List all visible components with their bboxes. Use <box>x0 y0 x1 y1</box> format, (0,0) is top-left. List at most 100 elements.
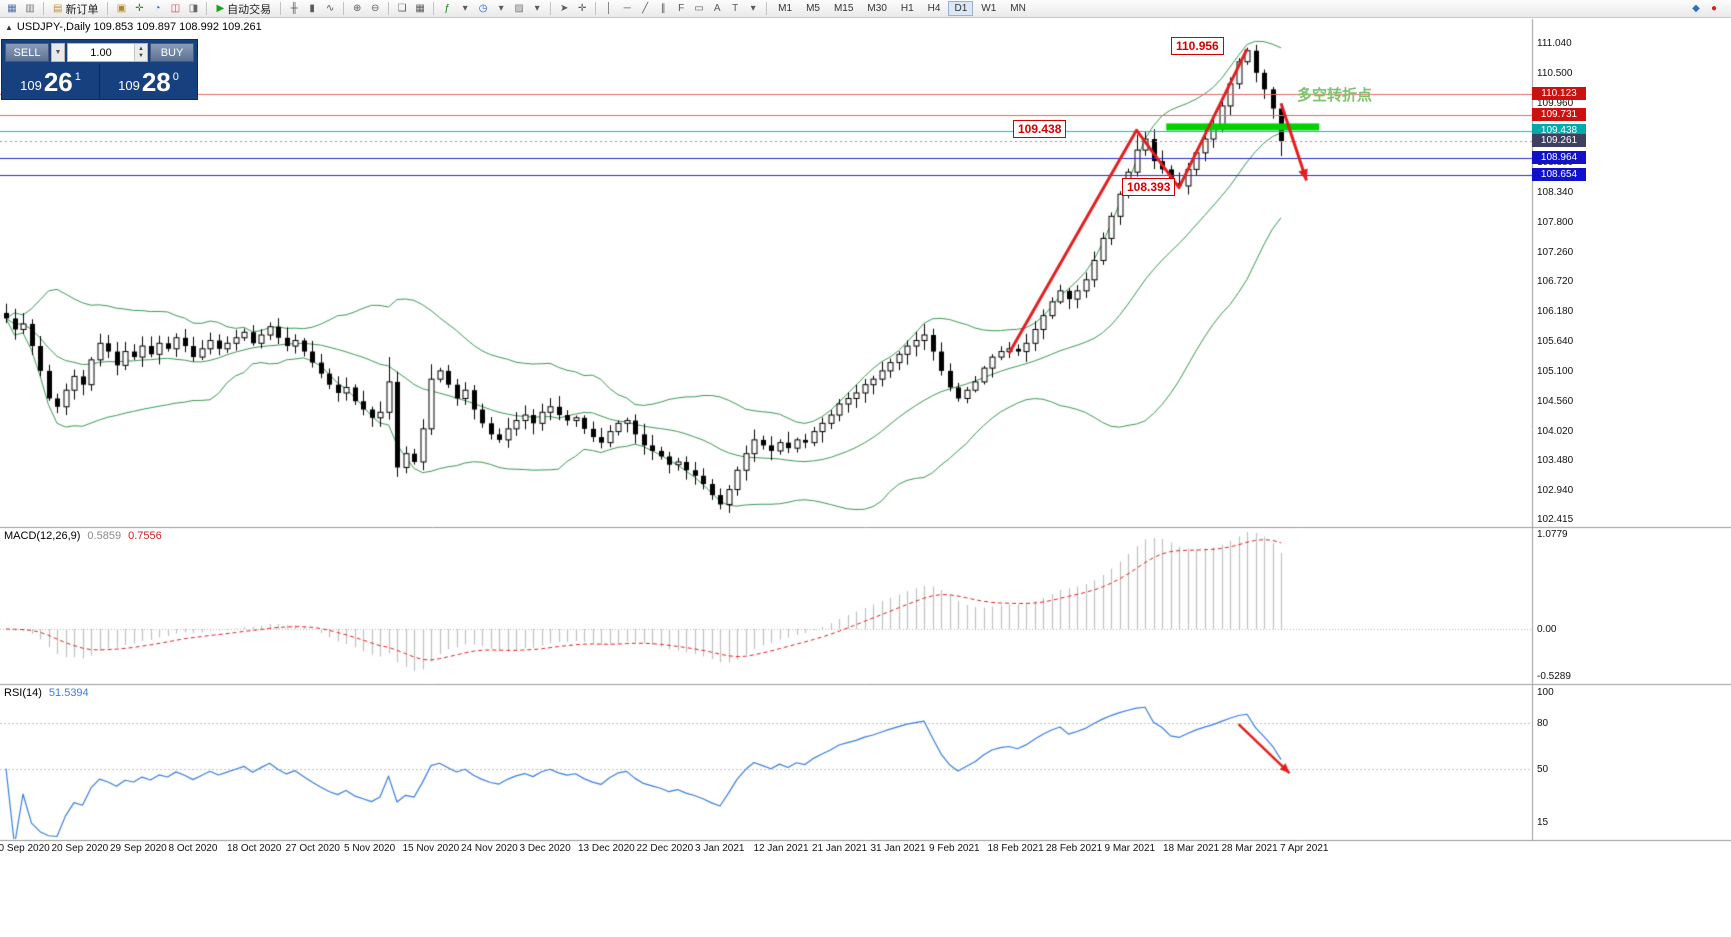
autotrading-button-icon: ▶ <box>216 3 225 14</box>
bar-chart-icon[interactable]: ╫ <box>290 3 298 14</box>
periods-dropdown-icon[interactable]: ▾ <box>498 3 504 14</box>
toolbar-group-zoom: ⊕ ⊖ <box>348 0 384 18</box>
crosshair-icon[interactable]: ✛ <box>577 3 587 14</box>
date-label: 10 Sep 2020 <box>0 843 50 854</box>
profiles-icon[interactable]: ▥ <box>25 3 35 14</box>
community-icon[interactable]: ● <box>1710 3 1718 14</box>
date-label: 3 Dec 2020 <box>519 843 571 854</box>
new-order-button[interactable]: ▤ 新订单 <box>53 3 99 16</box>
price-tick: 103.480 <box>1537 455 1574 467</box>
date-label: 9 Feb 2021 <box>929 843 980 854</box>
toolbar: ▦ ▥ ▤ 新订单 ▣ ✛ ◔ ◫ ◨ ▶ 自动交易 ╫ ▮ ∿ ⊕ ⊖ ❏ ▦ ƒ ▾ ◷ ▾ ▨ ▾ ➤ ✛ │ ─ ╱ ∥ F ▭ A T ▾… <box>0 0 1731 18</box>
toolbar-separator <box>433 2 435 15</box>
tile-windows-icon[interactable]: ❏ <box>397 3 407 14</box>
date-label: 22 Dec 2020 <box>636 843 694 854</box>
buy-button[interactable]: BUY <box>150 43 194 62</box>
toolbar-separator <box>206 2 208 15</box>
arrow-tools-icon[interactable]: T <box>732 3 739 14</box>
periods-icon[interactable]: ◷ <box>478 3 488 14</box>
date-label: 9 Mar 2021 <box>1104 843 1156 854</box>
tf-m15[interactable]: M15 <box>833 3 854 14</box>
toolbar-separator <box>595 2 597 15</box>
navigator-icon[interactable]: ◔ <box>154 3 161 14</box>
volume-field[interactable]: 1.00 ▲ ▼ <box>67 43 148 62</box>
zoom-in-icon[interactable]: ⊕ <box>352 3 362 14</box>
autotrading-button[interactable]: ▶ 自动交易 <box>216 3 272 16</box>
price-tick: 105.100 <box>1537 365 1574 377</box>
rsi-scale-tick: 100 <box>1537 687 1554 698</box>
fibonacci-icon[interactable]: F <box>678 3 685 14</box>
objects-dropdown-icon[interactable]: ▾ <box>750 3 756 14</box>
shapes-icon[interactable]: ▭ <box>694 3 704 14</box>
trendline-icon[interactable]: ╱ <box>642 3 649 14</box>
indicators-icon[interactable]: ƒ <box>444 3 450 14</box>
volume-value[interactable]: 1.00 <box>90 46 112 59</box>
tf-w1[interactable]: W1 <box>981 3 997 14</box>
new-chart-icon[interactable]: ▦ <box>7 3 17 14</box>
price-tick: 107.800 <box>1537 216 1574 228</box>
tf-h1[interactable]: H1 <box>900 3 914 14</box>
one-click-controls: SELL ▼ 1.00 ▲ ▼ BUY <box>5 43 194 62</box>
price-tag: 109.438 <box>1532 124 1586 138</box>
sell-button[interactable]: SELL <box>5 43 49 62</box>
volume-dropdown-icon[interactable]: ▼ <box>51 43 65 62</box>
date-label: 8 Oct 2020 <box>168 843 218 854</box>
date-label: 24 Nov 2020 <box>461 843 518 854</box>
toolbar-group-windows: ❏ ▦ <box>393 0 429 18</box>
toolbar-separator <box>107 2 109 15</box>
tf-d1[interactable]: D1 <box>948 1 974 16</box>
price-tick: 102.940 <box>1537 485 1574 497</box>
toolbar-group-timeframes: M1 M5 M15 M30 H1 H4 D1 W1 MN <box>771 0 1033 18</box>
symbol-info-line: ▲ USDJPY-,Daily 109.853 109.897 108.992 … <box>5 21 262 33</box>
volume-step-down-icon[interactable]: ▼ <box>138 52 144 59</box>
volume-stepper[interactable]: ▲ ▼ <box>134 44 147 61</box>
terminal-icon[interactable]: ◫ <box>170 3 181 14</box>
indicators-dropdown-icon[interactable]: ▾ <box>462 3 468 14</box>
one-click-toggle-icon[interactable]: ▲ <box>5 22 13 32</box>
price-tag: 108.964 <box>1532 150 1586 164</box>
date-label: 15 Nov 2020 <box>402 843 460 854</box>
templates-dropdown-icon[interactable]: ▾ <box>534 3 540 14</box>
tf-m30[interactable]: M30 <box>867 3 887 14</box>
toolbar-group-panels: ▣ ✛ ◔ ◫ ◨ <box>112 0 202 18</box>
price-tag: 110.123 <box>1532 86 1586 100</box>
price-tick: 106.720 <box>1537 276 1574 288</box>
tf-m1[interactable]: M1 <box>778 3 793 14</box>
equidistant-channel-icon[interactable]: ∥ <box>660 3 666 14</box>
candlestick-chart-icon[interactable]: ▮ <box>309 3 315 14</box>
date-label: 7 Apr 2021 <box>1280 843 1329 854</box>
templates-icon[interactable]: ▨ <box>514 3 524 14</box>
chart-annotation[interactable]: 108.393 <box>1122 178 1176 196</box>
price-scale: 111.040110.500109.960109.420108.880108.3… <box>1532 19 1731 919</box>
strategy-tester-icon[interactable]: ◨ <box>188 3 199 14</box>
data-window-icon[interactable]: ✛ <box>135 3 144 14</box>
chart-annotation[interactable]: 多空转折点 <box>1297 87 1373 104</box>
text-icon[interactable]: A <box>713 3 721 14</box>
macd-scale-tick: -0.5289 <box>1537 670 1571 682</box>
docs-icon[interactable]: ◆ <box>1692 3 1700 14</box>
price-divider <box>99 64 100 99</box>
chart-annotation[interactable]: 110.956 <box>1171 37 1224 55</box>
tf-mn[interactable]: MN <box>1010 3 1026 14</box>
horizontal-line-icon[interactable]: ─ <box>623 3 631 14</box>
rsi-indicator-label: RSI(14) 51.5394 <box>4 687 89 699</box>
vertical-line-icon[interactable]: │ <box>606 3 613 14</box>
macd-scale-tick: 1.0779 <box>1537 528 1568 540</box>
price-tick: 102.415 <box>1537 514 1574 526</box>
cursor-icon[interactable]: ➤ <box>559 3 569 14</box>
toolbar-separator <box>550 2 552 15</box>
line-chart-icon[interactable]: ∿ <box>325 3 335 14</box>
date-label: 3 Jan 2021 <box>695 843 745 854</box>
market-watch-icon[interactable]: ▣ <box>116 3 127 14</box>
auto-arrange-icon[interactable]: ▦ <box>415 3 425 14</box>
price-tag: 108.654 <box>1532 167 1586 181</box>
one-click-prices: 109 26 1 109 28 0 <box>2 64 197 99</box>
date-label: 20 Sep 2020 <box>51 843 109 854</box>
volume-step-up-icon[interactable]: ▲ <box>138 45 144 52</box>
tf-h4[interactable]: H4 <box>927 3 941 14</box>
tf-m5[interactable]: M5 <box>806 3 820 14</box>
chart-annotation[interactable]: 109.438 <box>1013 120 1067 138</box>
rsi-scale-tick: 50 <box>1537 763 1549 775</box>
zoom-out-icon[interactable]: ⊖ <box>370 3 380 14</box>
